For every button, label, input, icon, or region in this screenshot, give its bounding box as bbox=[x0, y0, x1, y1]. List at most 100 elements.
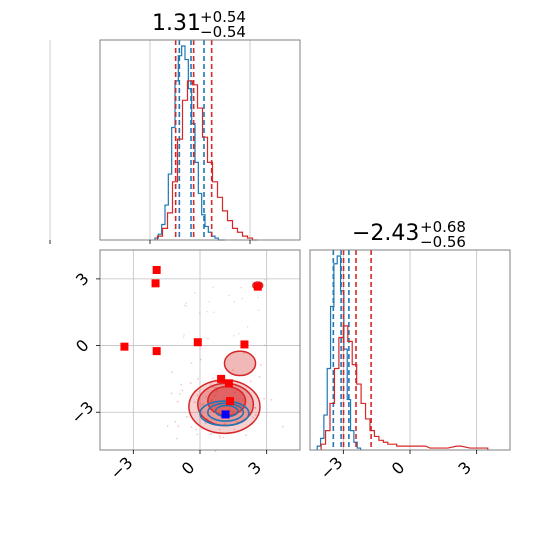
red-square-marker bbox=[224, 379, 233, 388]
y-tick-label: 0 bbox=[72, 336, 93, 357]
sample-point bbox=[176, 400, 179, 403]
sample-point bbox=[182, 336, 185, 339]
sample-point bbox=[218, 428, 221, 431]
sample-point bbox=[208, 300, 211, 303]
sample-point bbox=[215, 390, 218, 393]
red-contour bbox=[223, 350, 257, 377]
sample-point bbox=[170, 392, 173, 395]
red-square-marker bbox=[226, 397, 234, 406]
sample-point bbox=[240, 286, 242, 289]
sample-point bbox=[270, 398, 273, 401]
y-tick-label: 3 bbox=[72, 269, 93, 290]
red-square-marker bbox=[193, 338, 202, 347]
sample-point bbox=[222, 436, 225, 439]
sample-point bbox=[236, 420, 239, 423]
sample-point bbox=[229, 409, 232, 412]
sample-point bbox=[200, 403, 203, 406]
sample-point bbox=[228, 294, 230, 297]
red-square-marker bbox=[253, 282, 262, 291]
sample-point bbox=[208, 400, 210, 402]
sample-point bbox=[178, 392, 181, 395]
x-tick-label: 3 bbox=[454, 458, 475, 479]
joint-contour-panel: −3 0 3 −3 0 3 bbox=[67, 249, 301, 483]
red-square-marker bbox=[217, 374, 226, 383]
red-square-marker bbox=[120, 342, 129, 351]
sample-point bbox=[213, 394, 216, 397]
sample-point bbox=[185, 302, 188, 304]
sample-point bbox=[190, 426, 193, 428]
sample-point bbox=[251, 281, 254, 283]
sample-point bbox=[254, 407, 257, 409]
sample-point bbox=[183, 304, 186, 307]
sample-point bbox=[257, 309, 260, 311]
title-param1-sub: −0.54 bbox=[200, 23, 246, 41]
sample-point bbox=[186, 415, 188, 418]
sample-point bbox=[210, 400, 213, 403]
sample-point bbox=[205, 395, 207, 398]
blue-contour bbox=[199, 400, 250, 427]
y-tick-label: −3 bbox=[67, 398, 97, 428]
x-tick-label: 0 bbox=[388, 458, 409, 479]
sample-point bbox=[207, 337, 209, 340]
sample-point bbox=[257, 296, 260, 299]
blue-square-marker bbox=[221, 410, 230, 419]
sample-point bbox=[181, 389, 184, 392]
sample-point bbox=[214, 450, 217, 453]
sample-point bbox=[212, 377, 214, 380]
sample-point bbox=[241, 297, 244, 300]
sample-point bbox=[242, 352, 245, 355]
histogram-series bbox=[156, 80, 258, 241]
sample-point bbox=[204, 422, 207, 425]
sample-point bbox=[245, 434, 247, 437]
sample-point bbox=[174, 420, 177, 423]
title-param1-sup: +0.54 bbox=[200, 8, 246, 26]
sample-point bbox=[193, 401, 196, 403]
sample-point bbox=[166, 425, 169, 427]
title-param2-sup: +0.68 bbox=[420, 218, 466, 236]
red-square-marker bbox=[152, 347, 161, 356]
sample-point bbox=[214, 386, 217, 389]
sample-point bbox=[264, 344, 266, 347]
sample-point bbox=[212, 386, 215, 389]
sample-point bbox=[189, 382, 192, 385]
sample-point bbox=[281, 425, 284, 428]
sample-point bbox=[233, 334, 235, 337]
sample-point bbox=[238, 332, 240, 335]
sample-point bbox=[234, 391, 237, 394]
sample-point bbox=[233, 428, 236, 431]
sample-point bbox=[223, 422, 226, 425]
sample-point bbox=[183, 333, 185, 336]
red-square-marker bbox=[151, 279, 160, 288]
histogram-series bbox=[316, 255, 362, 450]
sample-point bbox=[206, 310, 208, 313]
x-tick-label: 3 bbox=[244, 458, 265, 479]
sample-point bbox=[210, 419, 213, 422]
sample-point bbox=[254, 406, 257, 409]
title-param1-value: 1.31 bbox=[152, 11, 201, 36]
sample-point bbox=[219, 436, 221, 439]
histogram-series bbox=[320, 325, 489, 450]
title-param2-value: −2.43 bbox=[352, 221, 419, 246]
marginal-histogram-param2: −3 0 3 bbox=[309, 249, 511, 483]
sample-point bbox=[199, 312, 201, 315]
sample-point bbox=[171, 371, 174, 374]
sample-point bbox=[196, 433, 199, 436]
red-square-marker bbox=[240, 340, 249, 349]
sample-point bbox=[231, 369, 234, 371]
sample-point bbox=[212, 311, 215, 313]
sample-point bbox=[177, 425, 180, 427]
marginal-histogram-param1 bbox=[49, 39, 301, 244]
sample-point bbox=[202, 402, 205, 405]
sample-point bbox=[197, 377, 199, 380]
sample-point bbox=[249, 380, 252, 383]
sample-point bbox=[218, 434, 221, 437]
panel-frame bbox=[99, 39, 301, 241]
x-tick-label: −3 bbox=[106, 453, 136, 483]
sample-point bbox=[211, 398, 213, 401]
sample-point bbox=[212, 286, 214, 289]
sample-point bbox=[180, 383, 183, 386]
sample-point bbox=[263, 397, 266, 400]
sample-point bbox=[246, 326, 249, 328]
sample-point bbox=[199, 358, 202, 361]
